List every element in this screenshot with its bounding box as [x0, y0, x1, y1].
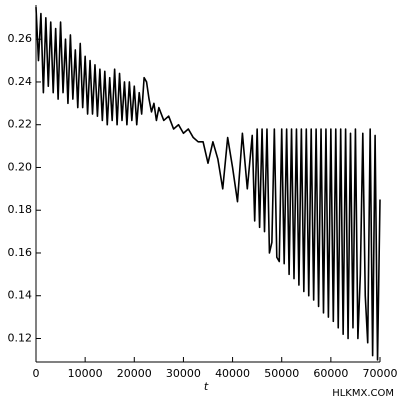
x-tick-label: 30000	[166, 367, 201, 380]
x-tick-label: 70000	[363, 367, 398, 380]
y-tick-label: 0.18	[8, 203, 33, 216]
x-tick-label: 40000	[215, 367, 250, 380]
watermark: HLKMX.COM	[332, 388, 394, 399]
data-line	[35, 7, 381, 361]
y-tick-label: 0.16	[8, 246, 33, 259]
y-tick-label: 0.22	[8, 118, 33, 131]
x-tick-label: 60000	[313, 367, 348, 380]
y-tick-label: 0.12	[8, 331, 33, 344]
y-tick-label: 0.26	[8, 32, 33, 45]
y-tick-label: 0.14	[8, 289, 33, 302]
x-tick-label: 0	[33, 367, 40, 380]
x-tick-label: 50000	[264, 367, 299, 380]
x-tick-label: 20000	[117, 367, 152, 380]
x-tick-label: 10000	[68, 367, 103, 380]
x-axis-label: t	[204, 380, 209, 393]
y-tick-label: 0.24	[8, 75, 33, 88]
y-tick-label: 0.20	[8, 160, 33, 173]
